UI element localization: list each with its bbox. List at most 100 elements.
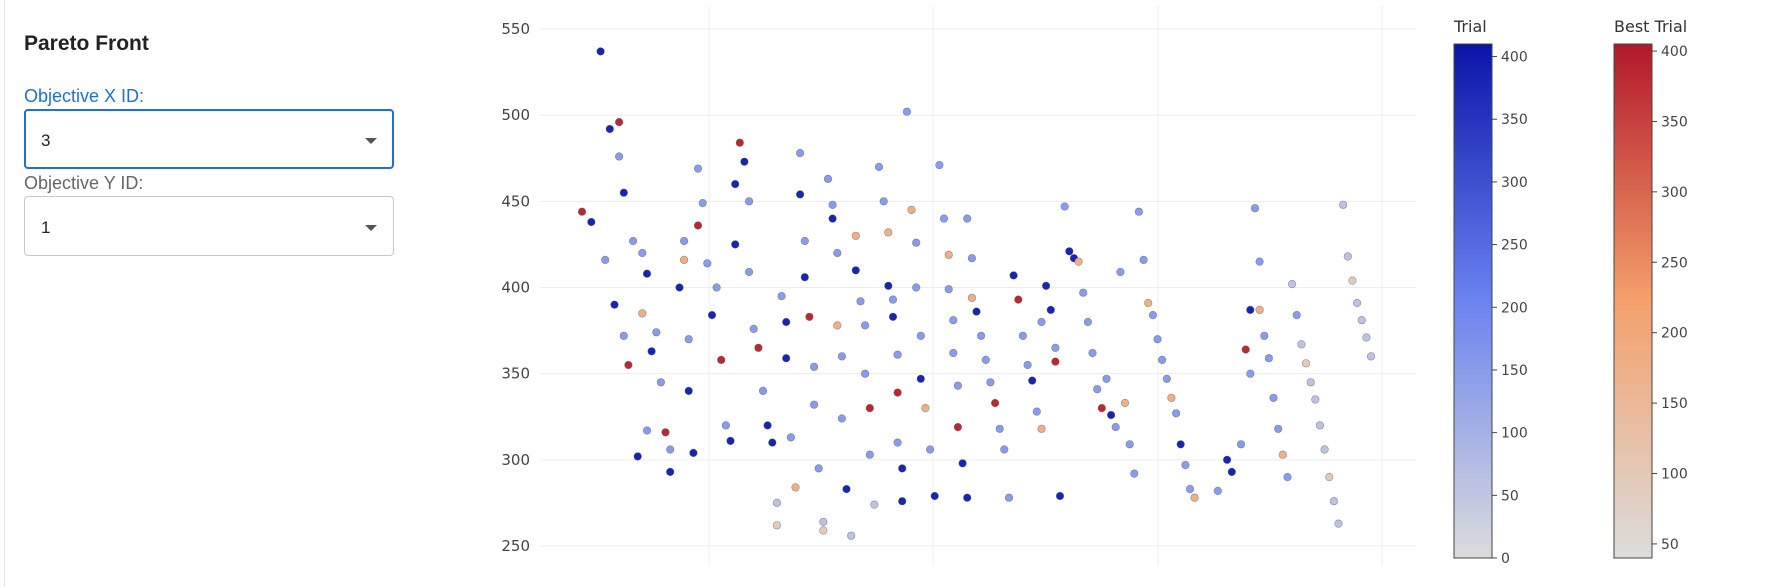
data-point[interactable] bbox=[1255, 305, 1264, 315]
data-point[interactable] bbox=[963, 214, 972, 223]
data-point[interactable] bbox=[1176, 440, 1185, 449]
data-point[interactable] bbox=[1343, 252, 1352, 261]
data-point[interactable] bbox=[1269, 393, 1278, 402]
data-point[interactable] bbox=[1292, 311, 1301, 320]
data-point[interactable] bbox=[1153, 335, 1162, 344]
data-point[interactable] bbox=[1227, 467, 1236, 477]
data-point[interactable] bbox=[809, 400, 819, 409]
data-point[interactable] bbox=[893, 438, 902, 447]
data-point[interactable] bbox=[898, 464, 907, 473]
data-point[interactable] bbox=[949, 316, 958, 325]
data-point[interactable] bbox=[1213, 486, 1222, 496]
data-point[interactable] bbox=[601, 255, 610, 265]
data-point[interactable] bbox=[1106, 410, 1116, 420]
data-point[interactable] bbox=[1301, 359, 1311, 368]
data-point[interactable] bbox=[1144, 298, 1153, 308]
data-point[interactable] bbox=[1041, 281, 1051, 290]
data-point[interactable] bbox=[874, 162, 884, 171]
data-point[interactable] bbox=[907, 205, 916, 214]
data-point[interactable] bbox=[972, 307, 981, 316]
data-point[interactable] bbox=[1130, 469, 1139, 478]
data-point[interactable] bbox=[1116, 267, 1125, 277]
data-point[interactable] bbox=[791, 483, 800, 492]
data-point[interactable] bbox=[879, 197, 888, 206]
data-point[interactable] bbox=[1037, 317, 1046, 327]
data-point[interactable] bbox=[1148, 311, 1157, 320]
data-point[interactable] bbox=[666, 445, 675, 454]
data-point[interactable] bbox=[619, 188, 628, 197]
data-point[interactable] bbox=[860, 369, 870, 378]
data-point[interactable] bbox=[963, 493, 972, 502]
data-point[interactable] bbox=[749, 324, 758, 334]
data-point[interactable] bbox=[1083, 317, 1092, 327]
data-point[interactable] bbox=[1264, 354, 1273, 363]
data-point[interactable] bbox=[828, 200, 837, 209]
data-point[interactable] bbox=[735, 138, 744, 147]
data-point[interactable] bbox=[1051, 357, 1060, 366]
data-point[interactable] bbox=[1320, 445, 1329, 454]
data-point[interactable] bbox=[679, 255, 689, 265]
data-point[interactable] bbox=[851, 231, 860, 240]
data-point[interactable] bbox=[717, 355, 726, 365]
data-point[interactable] bbox=[986, 378, 995, 387]
data-point[interactable] bbox=[782, 317, 791, 327]
data-point[interactable] bbox=[916, 374, 925, 383]
data-point[interactable] bbox=[758, 386, 768, 396]
data-point[interactable] bbox=[953, 423, 963, 432]
data-point[interactable] bbox=[731, 180, 740, 189]
data-point[interactable] bbox=[712, 283, 721, 292]
data-point[interactable] bbox=[1357, 316, 1366, 325]
data-point[interactable] bbox=[823, 174, 833, 183]
data-point[interactable] bbox=[856, 297, 865, 306]
data-point[interactable] bbox=[744, 267, 754, 277]
data-point[interactable] bbox=[800, 273, 809, 282]
data-point[interactable] bbox=[693, 221, 703, 230]
data-point[interactable] bbox=[647, 347, 656, 356]
data-point[interactable] bbox=[847, 531, 856, 540]
data-point[interactable] bbox=[935, 161, 944, 170]
data-point[interactable] bbox=[833, 248, 842, 258]
data-point[interactable] bbox=[1255, 257, 1264, 266]
data-point[interactable] bbox=[884, 228, 893, 237]
data-point[interactable] bbox=[912, 238, 921, 247]
data-point[interactable] bbox=[819, 526, 828, 535]
data-point[interactable] bbox=[1236, 440, 1246, 449]
data-point[interactable] bbox=[1287, 280, 1297, 289]
data-point[interactable] bbox=[656, 378, 666, 387]
data-point[interactable] bbox=[930, 491, 939, 501]
data-point[interactable] bbox=[1028, 376, 1037, 385]
data-point[interactable] bbox=[1171, 409, 1181, 418]
data-point[interactable] bbox=[837, 414, 847, 423]
data-point[interactable] bbox=[1079, 288, 1088, 297]
data-point[interactable] bbox=[1000, 445, 1009, 454]
data-point[interactable] bbox=[638, 309, 647, 318]
data-point[interactable] bbox=[1037, 424, 1046, 433]
data-point[interactable] bbox=[1181, 460, 1190, 470]
data-point[interactable] bbox=[865, 404, 874, 413]
data-point[interactable] bbox=[577, 207, 587, 216]
data-point[interactable] bbox=[707, 311, 717, 320]
data-point[interactable] bbox=[1120, 398, 1130, 408]
data-point[interactable] bbox=[666, 467, 675, 477]
data-point[interactable] bbox=[958, 459, 967, 468]
data-point[interactable] bbox=[837, 352, 847, 361]
data-point[interactable] bbox=[912, 283, 921, 292]
data-point[interactable] bbox=[953, 381, 963, 390]
data-point[interactable] bbox=[782, 354, 791, 363]
data-point[interactable] bbox=[1065, 247, 1074, 256]
data-point[interactable] bbox=[828, 214, 837, 223]
data-point[interactable] bbox=[1315, 421, 1324, 430]
data-point[interactable] bbox=[805, 312, 814, 321]
data-point[interactable] bbox=[772, 521, 782, 530]
data-point[interactable] bbox=[614, 152, 624, 161]
data-point[interactable] bbox=[860, 321, 870, 330]
objective-x-select[interactable]: 3 bbox=[24, 109, 394, 169]
data-point[interactable] bbox=[661, 428, 670, 437]
data-point[interactable] bbox=[1111, 423, 1120, 432]
data-point[interactable] bbox=[633, 452, 642, 461]
data-point[interactable] bbox=[786, 433, 796, 442]
data-point[interactable] bbox=[1046, 305, 1055, 315]
data-point[interactable] bbox=[1274, 424, 1283, 433]
data-point[interactable] bbox=[1097, 404, 1106, 413]
data-point[interactable] bbox=[1014, 295, 1023, 304]
